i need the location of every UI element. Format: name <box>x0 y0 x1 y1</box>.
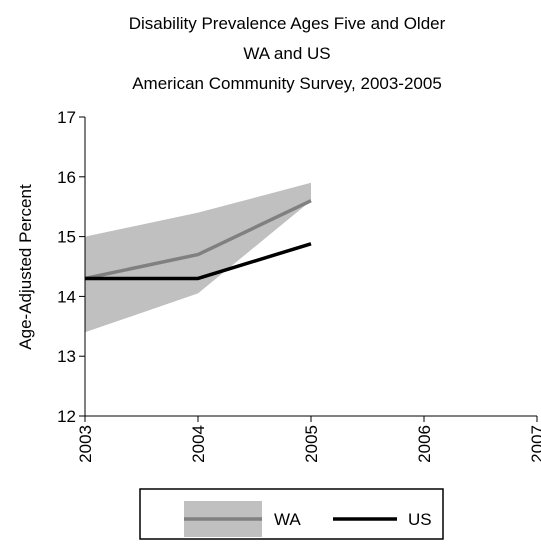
x-tick-label-0: 2003 <box>76 425 95 463</box>
y-tick-label-2: 14 <box>57 287 76 306</box>
y-tick-label-5: 17 <box>57 108 76 127</box>
y-axis-label: Age-Adjusted Percent <box>16 184 35 350</box>
y-tick-label-0: 12 <box>57 407 76 426</box>
x-tick-label-2: 2005 <box>302 425 321 463</box>
x-tick-label-4: 2007 <box>528 425 541 463</box>
wa-confidence-band <box>85 183 311 333</box>
chart-title: Disability Prevalence Ages Five and Olde… <box>129 14 446 93</box>
legend-label-us: US <box>408 510 432 529</box>
y-tick-label-4: 16 <box>57 168 76 187</box>
x-tick-label-3: 2006 <box>415 425 434 463</box>
legend-label-wa: WA <box>274 510 301 529</box>
chart-title-line-1: Disability Prevalence Ages Five and Olde… <box>129 14 446 33</box>
y-tick-label-1: 13 <box>57 347 76 366</box>
x-tick-label-1: 2004 <box>189 425 208 463</box>
plot-area <box>85 183 311 333</box>
chart-title-line-3: American Community Survey, 2003-2005 <box>132 74 442 93</box>
legend: WA US <box>140 489 443 539</box>
y-tick-label-3: 15 <box>57 228 76 247</box>
chart-title-line-2: WA and US <box>243 44 330 63</box>
